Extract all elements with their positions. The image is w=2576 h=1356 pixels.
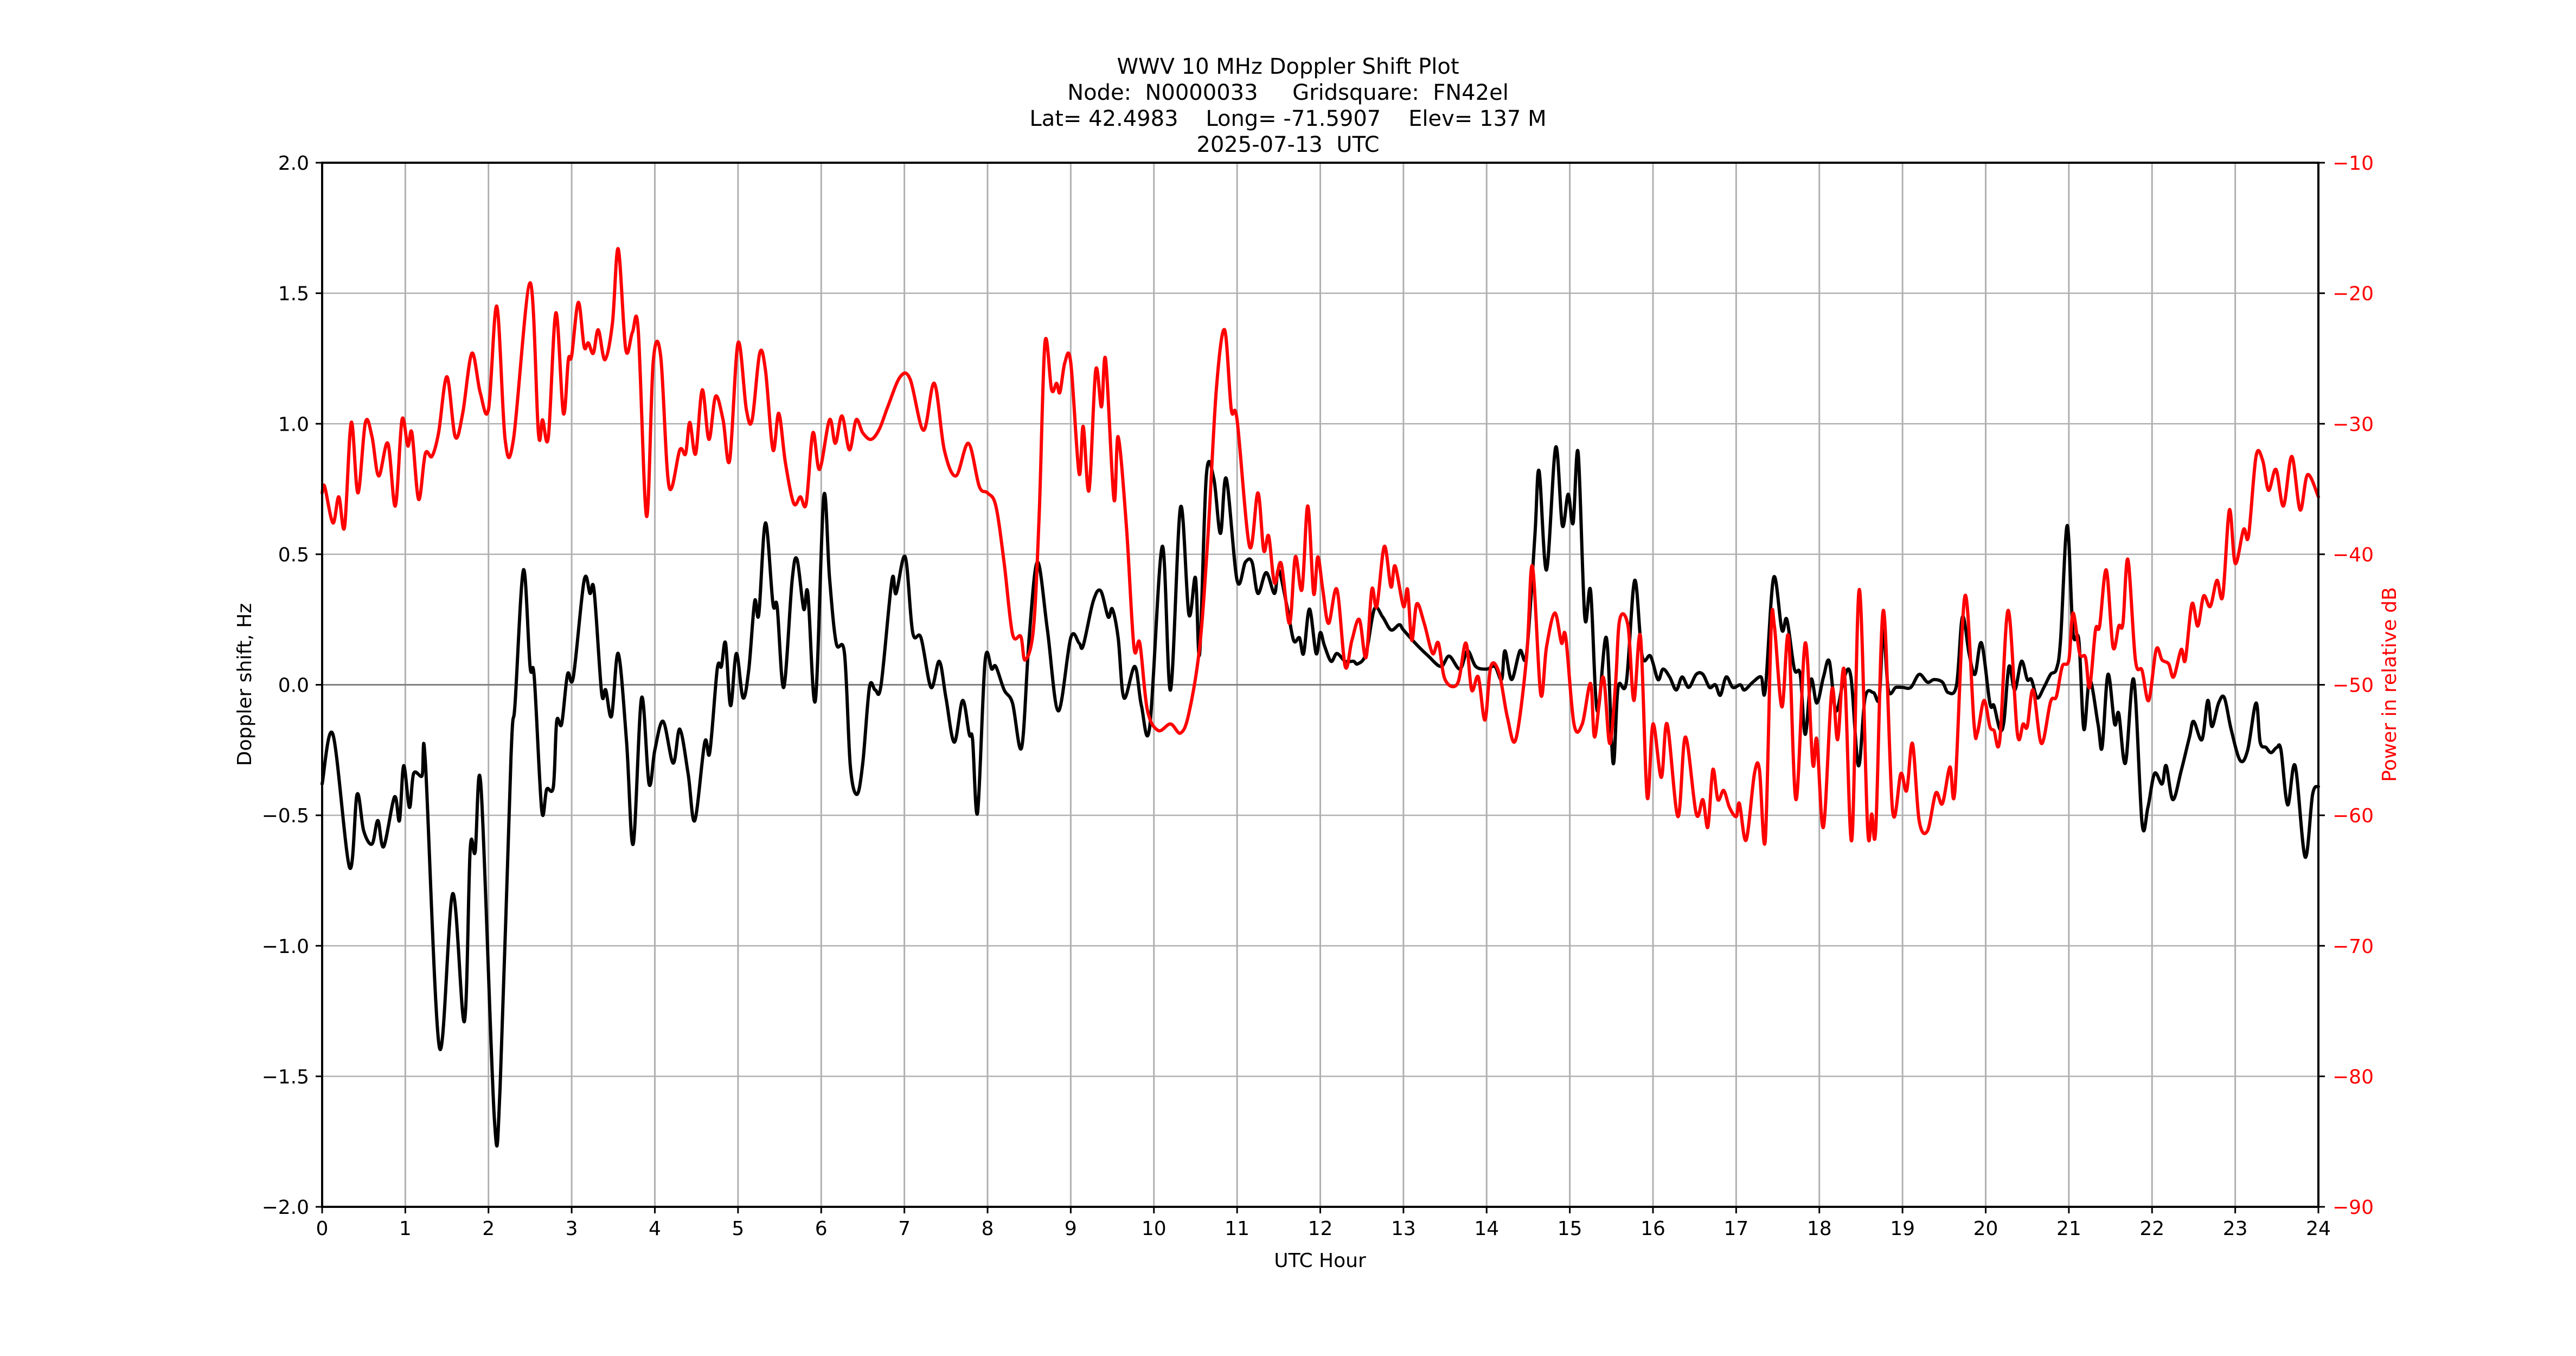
x-tick-label: 0	[316, 1218, 329, 1240]
x-tick-label: 10	[1142, 1218, 1167, 1240]
chart-subtitle-node: Node: N0000033 Gridsquare: FN42el	[1067, 80, 1509, 105]
x-tick-label: 7	[898, 1218, 911, 1240]
x-tick-label: 8	[982, 1218, 994, 1240]
y-tick-label: −0.5	[262, 805, 309, 827]
chart-subtitle-location: Lat= 42.4983 Long= -71.5907 Elev= 137 M	[1029, 106, 1547, 131]
x-tick-label: 17	[1723, 1218, 1748, 1240]
y-tick-label: 0.5	[278, 544, 309, 566]
x-tick-label: 2	[482, 1218, 495, 1240]
y2-tick-label: −90	[2333, 1197, 2374, 1219]
doppler-line	[321, 445, 2320, 1148]
y2-tick-label: −50	[2333, 675, 2374, 697]
x-tick-label: 9	[1065, 1218, 1077, 1240]
chart-title: WWV 10 MHz Doppler Shift Plot	[1117, 54, 1459, 79]
y2-tick-label: −30	[2333, 413, 2374, 436]
y-tick-label: −1.5	[262, 1066, 309, 1088]
y-axis-label: Doppler shift, Hz	[234, 603, 256, 766]
x-tick-label: 12	[1308, 1218, 1333, 1240]
y2-tick-label: −40	[2333, 544, 2374, 566]
y-tick-label: 0.0	[278, 675, 309, 697]
y-tick-label: 1.0	[278, 413, 309, 436]
x-tick-label: 6	[815, 1218, 828, 1240]
x-tick-label: 4	[649, 1218, 661, 1240]
x-tick-label: 19	[1890, 1218, 1915, 1240]
x-tick-label: 15	[1558, 1218, 1582, 1240]
x-tick-label: 13	[1391, 1218, 1416, 1240]
power-line	[321, 247, 2320, 846]
x-tick-label: 24	[2306, 1218, 2331, 1240]
x-tick-label: 20	[1973, 1218, 1998, 1240]
x-tick-label: 1	[399, 1218, 412, 1240]
x-axis-ticks: 0 1 2 3 4 5 6 7 8 9 10 11 12 13 14 15 16 17 18 19 20 21 22 23 24	[316, 1207, 2331, 1240]
y2-tick-label: −60	[2333, 805, 2374, 827]
grid-lines	[322, 163, 2318, 1207]
x-axis-label: UTC Hour	[1274, 1250, 1366, 1272]
y-tick-label: 1.5	[278, 283, 309, 305]
x-tick-label: 23	[2223, 1218, 2248, 1240]
y2-tick-label: −70	[2333, 936, 2374, 958]
y2-tick-label: −20	[2333, 283, 2374, 305]
x-tick-label: 16	[1641, 1218, 1665, 1240]
x-tick-label: 5	[732, 1218, 744, 1240]
chart-subtitle-date: 2025-07-13 UTC	[1196, 132, 1380, 157]
y-tick-label: 2.0	[278, 152, 309, 175]
x-tick-label: 22	[2139, 1218, 2164, 1240]
data-series	[321, 247, 2320, 1148]
y2-tick-label: −10	[2333, 152, 2374, 175]
x-tick-label: 3	[566, 1218, 578, 1240]
y2-axis-ticks: −10 −20 −30 −40 −50 −60 −70 −80 −90	[2318, 152, 2374, 1219]
x-tick-label: 21	[2056, 1218, 2081, 1240]
x-tick-label: 14	[1474, 1218, 1499, 1240]
y2-tick-label: −80	[2333, 1066, 2374, 1088]
y2-axis-label: Power in relative dB	[2379, 587, 2401, 782]
y-tick-label: −1.0	[262, 936, 309, 958]
y-tick-label: −2.0	[262, 1197, 309, 1219]
x-tick-label: 11	[1225, 1218, 1249, 1240]
y-axis-ticks: 2.0 1.5 1.0 0.5 0.0 −0.5 −1.0 −1.5 −2.0	[262, 152, 322, 1219]
x-tick-label: 18	[1807, 1218, 1832, 1240]
